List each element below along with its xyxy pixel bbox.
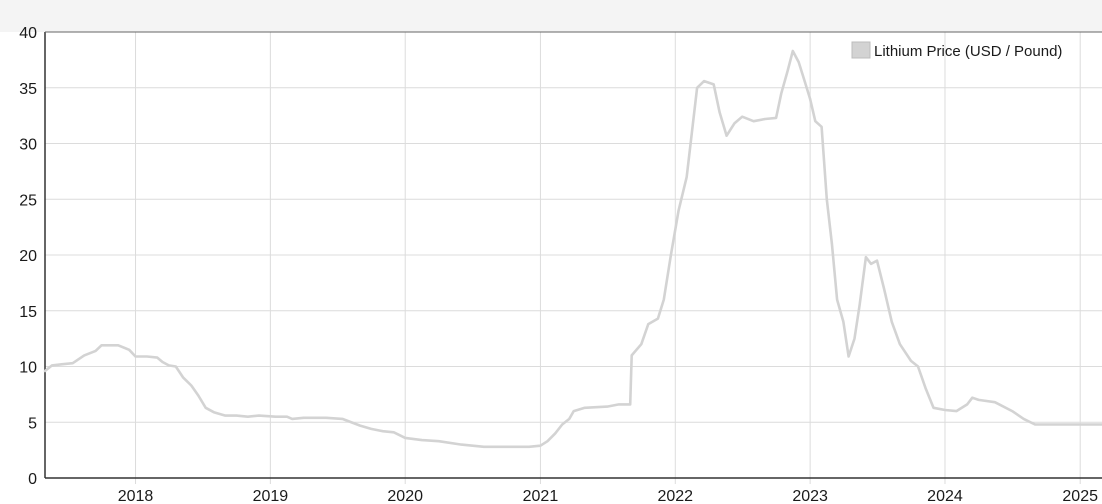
y-tick-label: 10 bbox=[19, 360, 37, 377]
x-tick-label: 2021 bbox=[523, 488, 559, 504]
x-tick-label: 2020 bbox=[387, 488, 423, 504]
y-tick-label: 40 bbox=[19, 25, 37, 42]
x-tick-label: 2024 bbox=[927, 488, 963, 504]
header-band bbox=[0, 0, 1102, 32]
y-tick-label: 35 bbox=[19, 81, 37, 98]
y-tick-label: 30 bbox=[19, 137, 37, 154]
legend: Lithium Price (USD / Pound) bbox=[851, 41, 1062, 60]
legend-label: Lithium Price (USD / Pound) bbox=[874, 43, 1062, 60]
x-tick-label: 2019 bbox=[253, 488, 289, 504]
series-line bbox=[43, 49, 1102, 449]
y-tick-label: 15 bbox=[19, 304, 37, 321]
series-layer bbox=[43, 49, 1102, 449]
y-tick-label: 20 bbox=[19, 248, 37, 265]
x-tick-label: 2022 bbox=[657, 488, 693, 504]
x-tick-label: 2023 bbox=[792, 488, 828, 504]
x-tick-label: 2025 bbox=[1062, 488, 1098, 504]
axes bbox=[44, 31, 1102, 479]
y-tick-label: 25 bbox=[19, 192, 37, 209]
legend-swatch bbox=[851, 41, 871, 59]
y-tick-label: 0 bbox=[28, 471, 37, 488]
y-tick-label: 5 bbox=[28, 415, 37, 432]
x-tick-label: 2018 bbox=[118, 488, 154, 504]
